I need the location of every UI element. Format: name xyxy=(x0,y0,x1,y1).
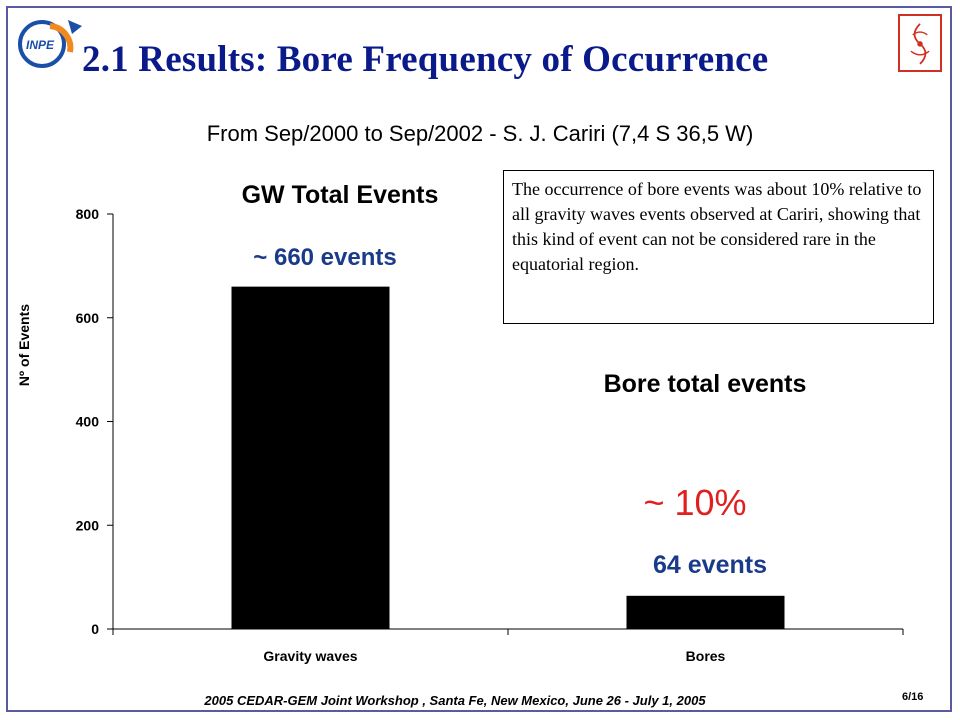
footer: 2005 CEDAR-GEM Joint Workshop , Santa Fe… xyxy=(204,693,706,708)
page-number: 6/16 xyxy=(902,691,924,703)
y-tick-label: 600 xyxy=(76,310,100,326)
inpe-logo: INPE xyxy=(18,20,82,68)
page-title: 2.1 Results: Bore Frequency of Occurrenc… xyxy=(82,39,769,80)
y-tick-label: 800 xyxy=(76,206,100,222)
inpe-logo-text: INPE xyxy=(26,38,55,52)
y-tick-label: 400 xyxy=(76,414,100,430)
bar-gravity-waves xyxy=(231,286,390,629)
y-axis-label: Nº of Events xyxy=(16,303,32,387)
y-tick-label: 200 xyxy=(76,517,100,533)
bore-percentage: ~ 10% xyxy=(643,482,747,523)
bore-total-events-label: Bore total events xyxy=(603,370,807,398)
bore-events-count: 64 events xyxy=(653,551,767,579)
x-tick-label: Gravity waves xyxy=(263,648,357,664)
gw-events-count: ~ 660 events xyxy=(253,244,397,271)
cariri-logo xyxy=(898,14,942,72)
note-box: The occurrence of bore events was about … xyxy=(503,170,934,324)
y-tick-label: 0 xyxy=(91,621,99,637)
x-tick-label: Bores xyxy=(686,648,726,664)
page-subtitle: From Sep/2000 to Sep/2002 - S. J. Cariri… xyxy=(206,121,754,146)
slide-frame xyxy=(6,6,952,712)
gw-total-events-label: GW Total Events xyxy=(241,181,439,209)
bar-bores xyxy=(626,595,785,629)
